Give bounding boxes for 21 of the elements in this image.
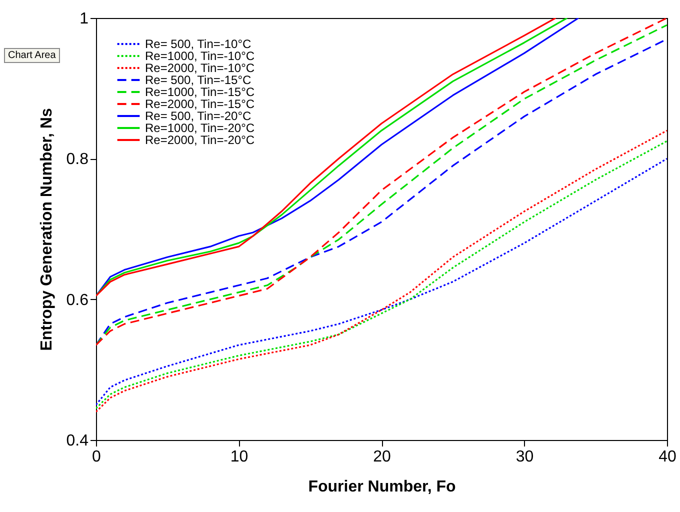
y-tick-label: 0.8 (66, 151, 89, 168)
legend-label: Re=2000, Tin=-10°C (145, 61, 255, 75)
legend-label: Re=1000, Tin=-15°C (145, 85, 255, 99)
y-tick-label: 0.4 (66, 432, 89, 450)
legend-label: Re=1000, Tin=-10°C (145, 49, 255, 63)
y-tick-label: 1 (80, 10, 89, 28)
x-tick-label: 20 (373, 448, 391, 466)
x-tick-label: 30 (516, 448, 534, 466)
x-tick-label: 10 (230, 448, 248, 466)
legend-label: Re= 500, Tin=-10°C (145, 37, 252, 51)
legend-label: Re=2000, Tin=-20°C (145, 133, 255, 147)
text: Chart Area (4, 48, 60, 63)
x-tick-label: 0 (92, 448, 102, 466)
legend-label: Re= 500, Tin=-20°C (145, 109, 252, 123)
x-axis-title: Fourier Number, Fo (308, 478, 456, 496)
x-tick-label: 40 (658, 448, 676, 466)
legend-label: Re=2000, Tin=-15°C (145, 97, 255, 111)
y-tick-label: 0.6 (66, 292, 89, 309)
legend-label: Re=1000, Tin=-20°C (145, 121, 255, 135)
legend-label: Re= 500, Tin=-15°C (145, 73, 252, 87)
y-axis-title: Entropy Generation Number, Ns (38, 108, 56, 351)
